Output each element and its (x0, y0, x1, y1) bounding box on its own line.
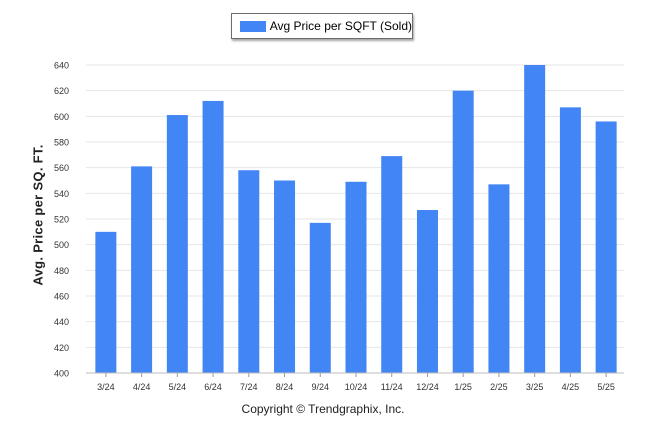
bar (488, 184, 510, 373)
bar (416, 210, 438, 373)
x-tick-label: 4/24 (133, 382, 151, 392)
x-axis-ticks: 3/24 4/24 5/24 6/24 7/24 8/24 9/24 10/24 11/24 12… (97, 373, 615, 392)
x-tick-label: 11/24 (381, 382, 403, 392)
y-tick-label: 460 (54, 292, 69, 302)
y-tick-label: 600 (54, 112, 69, 122)
y-tick-label: 540 (54, 189, 69, 199)
bar (345, 181, 367, 373)
copyright-text: Copyright © Trendgraphix, Inc. (241, 402, 405, 416)
bar (202, 100, 224, 373)
x-tick-label: 5/25 (597, 382, 615, 392)
x-tick-label: 3/25 (526, 382, 544, 392)
y-tick-label: 560 (54, 163, 69, 173)
x-tick-label: 5/24 (169, 382, 187, 392)
y-tick-label: 580 (54, 138, 69, 148)
bar (238, 170, 260, 373)
legend: Avg Price per SQFT (Sold) (231, 13, 413, 39)
y-tick-label: 500 (54, 240, 69, 250)
x-tick-label: 7/24 (240, 382, 258, 392)
x-tick-label: 10/24 (345, 382, 368, 392)
y-tick-label: 640 (54, 61, 69, 71)
bar (131, 166, 153, 373)
y-tick-label: 480 (54, 266, 69, 276)
bar-series (95, 65, 617, 374)
x-tick-label: 2/25 (490, 382, 508, 392)
legend-label: Avg Price per SQFT (Sold) (269, 19, 412, 33)
y-tick-label: 400 (54, 369, 69, 379)
y-tick-label: 440 (54, 317, 69, 327)
x-tick-label: 9/24 (312, 382, 330, 392)
x-tick-label: 6/24 (204, 382, 222, 392)
y-axis-label: Avg. Price per SQ. FT. (30, 144, 46, 286)
y-tick-label: 620 (54, 86, 69, 96)
y-axis-ticks: 400 420 440 460 480 500 520 540 560 580 600 620 640 (54, 61, 69, 379)
bar (452, 90, 474, 374)
y-tick-label: 420 (54, 343, 69, 353)
bar (381, 156, 403, 373)
x-tick-label: 4/25 (562, 382, 580, 392)
x-tick-label: 8/24 (276, 382, 294, 392)
legend-swatch (240, 20, 266, 32)
y-tick-label: 520 (54, 215, 69, 225)
bar (166, 115, 188, 374)
bar (559, 107, 581, 373)
bar (95, 231, 117, 373)
bar (309, 222, 331, 373)
bar (274, 180, 296, 373)
x-tick-label: 1/25 (454, 382, 472, 392)
x-tick-label: 12/24 (416, 382, 439, 392)
x-tick-label: 3/24 (97, 382, 115, 392)
bar (595, 121, 617, 373)
bar (524, 65, 546, 373)
